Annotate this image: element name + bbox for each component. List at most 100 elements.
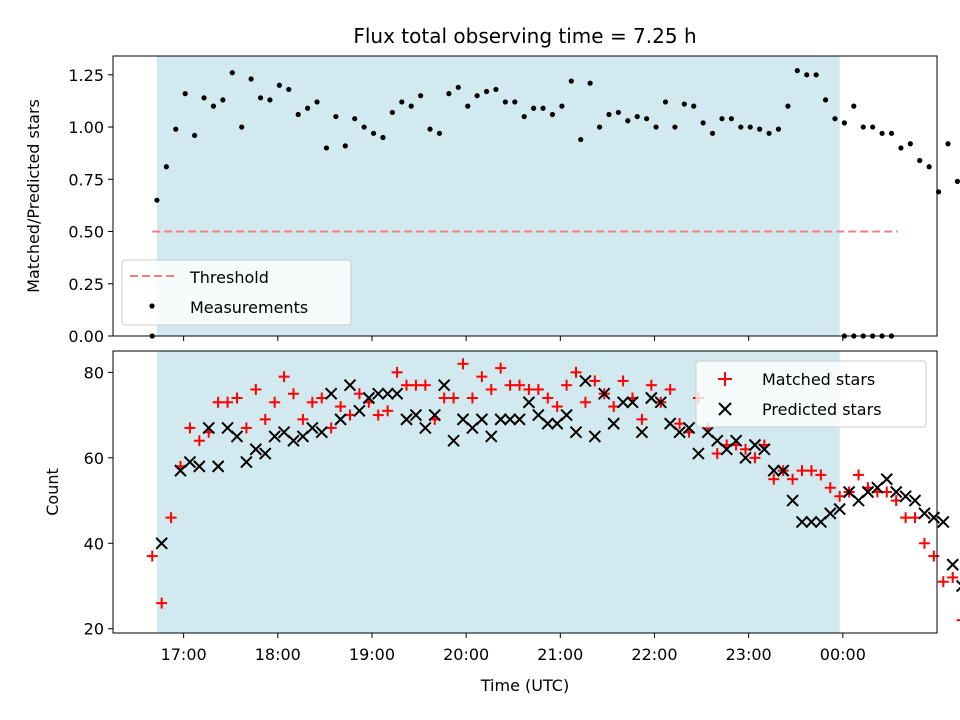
predicted-star-point bbox=[626, 396, 639, 409]
predicted-star-point bbox=[324, 387, 338, 400]
measurement-point bbox=[804, 72, 810, 78]
matched-star-point bbox=[466, 392, 478, 404]
measurement-point bbox=[587, 80, 593, 86]
predicted-star-point bbox=[259, 447, 272, 460]
measurement-point bbox=[512, 99, 518, 105]
predicted-star-point bbox=[183, 455, 197, 469]
matched-star-point bbox=[212, 396, 224, 408]
matched-star-point bbox=[956, 619, 960, 622]
measurement-point bbox=[276, 82, 282, 88]
measurement-point bbox=[361, 124, 367, 130]
top-y-tick-label: 1.25 bbox=[68, 66, 104, 85]
predicted-star-point bbox=[240, 455, 253, 469]
matched-star-point bbox=[222, 396, 234, 408]
matched-star-point bbox=[240, 422, 252, 434]
predicted-star-point bbox=[889, 485, 903, 499]
matched-star-point bbox=[316, 392, 328, 404]
measurement-point bbox=[785, 103, 791, 109]
x-tick-label: 20:00 bbox=[443, 645, 489, 664]
predicted-star-point bbox=[588, 430, 602, 443]
predicted-star-point bbox=[861, 485, 875, 499]
predicted-star-point bbox=[908, 494, 922, 507]
measurement-point bbox=[446, 91, 452, 97]
measurements-legend-swatch bbox=[149, 303, 155, 309]
measurement-point bbox=[229, 70, 235, 76]
measurement-point bbox=[888, 130, 895, 136]
predicted-star-point bbox=[362, 391, 376, 405]
measurement-point bbox=[257, 95, 264, 101]
measurement-point bbox=[286, 86, 292, 93]
measurement-point bbox=[738, 124, 744, 130]
predicted-star-point bbox=[739, 451, 752, 465]
predicted-star-point bbox=[390, 387, 404, 400]
predicted-star-point bbox=[287, 434, 300, 447]
measurement-point bbox=[634, 113, 640, 120]
measurement-point bbox=[380, 134, 386, 141]
measurement-point bbox=[295, 111, 301, 118]
matched-star-point bbox=[287, 388, 299, 400]
measurement-point bbox=[841, 120, 847, 126]
predicted-star-point bbox=[748, 438, 762, 452]
measurement-point bbox=[173, 126, 179, 132]
measurement-point bbox=[267, 97, 273, 103]
predicted-star-point bbox=[503, 413, 517, 426]
top-y-ticks: 0.00 0.25 0.50 0.75 1.00 1.25 bbox=[68, 66, 113, 346]
measurement-point bbox=[248, 76, 254, 82]
matched-star-point bbox=[278, 371, 290, 383]
matched-star-point bbox=[457, 358, 469, 370]
matched-star-point bbox=[579, 396, 591, 408]
predicted-star-point bbox=[193, 460, 206, 473]
measurement-point bbox=[418, 93, 424, 99]
measurement-points bbox=[149, 68, 960, 339]
matched-star-point bbox=[532, 383, 544, 395]
measurement-point bbox=[408, 103, 414, 109]
predicted-star-point bbox=[343, 378, 357, 392]
measurement-point bbox=[465, 103, 471, 109]
predicted-star-point bbox=[824, 507, 837, 520]
top-y-tick-label: 0.25 bbox=[68, 275, 104, 294]
matched-legend-label: Matched stars bbox=[762, 370, 875, 389]
measurement-point bbox=[625, 118, 631, 124]
predicted-star-point bbox=[569, 425, 583, 439]
matched-star-point bbox=[824, 482, 836, 494]
predicted-star-point bbox=[334, 413, 347, 426]
predicted-star-point bbox=[937, 515, 950, 529]
predicted-star-point bbox=[211, 460, 225, 473]
measurement-point bbox=[681, 101, 687, 107]
measurement-point bbox=[531, 105, 537, 111]
predicted-star-point bbox=[880, 472, 893, 486]
measurement-point bbox=[757, 126, 763, 132]
x-tick-label: 00:00 bbox=[820, 645, 866, 664]
x-tick-label: 17:00 bbox=[161, 645, 207, 664]
measurement-point bbox=[210, 103, 217, 109]
matched-star-point bbox=[514, 379, 526, 391]
measurement-point bbox=[945, 141, 951, 147]
matched-star-point bbox=[353, 388, 365, 400]
measurement-point bbox=[917, 157, 923, 164]
matched-star-point bbox=[184, 422, 196, 434]
bottom-panel: 20 40 60 80 17:00 18:00 19:00 20:00 21:00 22:00 2… bbox=[43, 350, 960, 695]
predicted-star-point bbox=[513, 413, 526, 426]
matched-star-point bbox=[617, 375, 629, 387]
matched-star-point bbox=[749, 452, 761, 464]
matched-star-point bbox=[570, 366, 582, 378]
predicted-star-point bbox=[437, 378, 451, 392]
measurement-point bbox=[568, 78, 574, 84]
predicted-star-point bbox=[654, 396, 667, 409]
measurement-point bbox=[596, 124, 603, 130]
measurement-point bbox=[305, 105, 311, 111]
matched-star-point bbox=[768, 473, 780, 485]
predicted-star-point bbox=[409, 408, 423, 422]
matched-star-point bbox=[890, 495, 902, 507]
predicted-star-point bbox=[918, 507, 931, 520]
measurement-point bbox=[154, 197, 160, 203]
matched-star-point bbox=[589, 375, 601, 387]
predicted-star-point bbox=[946, 558, 959, 571]
matched-star-point bbox=[193, 435, 205, 447]
matched-star-point bbox=[918, 537, 930, 549]
matched-star-point bbox=[834, 490, 846, 502]
matched-star-point bbox=[881, 486, 893, 498]
measurement-point bbox=[314, 99, 320, 105]
bottom-y-tick-label: 20 bbox=[84, 620, 104, 639]
